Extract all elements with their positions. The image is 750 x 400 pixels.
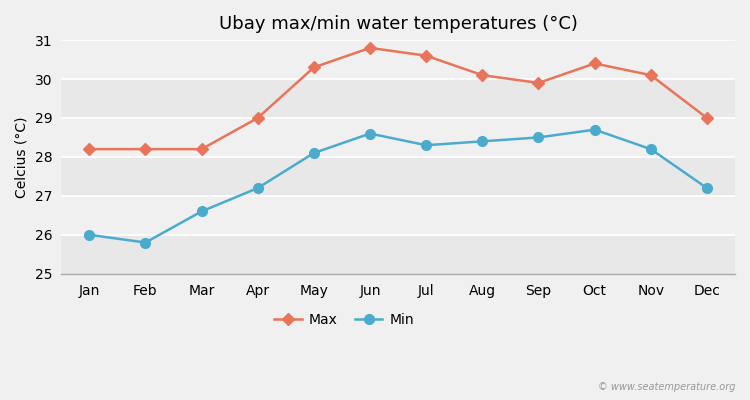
Bar — [62, 118, 735, 157]
Min — [141, 240, 150, 245]
Max — [310, 65, 319, 70]
Text: © www.seatemperature.org: © www.seatemperature.org — [598, 382, 735, 392]
Bar — [62, 79, 735, 118]
Line: Min: Min — [85, 125, 712, 248]
Min — [254, 186, 262, 190]
Max — [646, 73, 656, 78]
Min — [646, 147, 656, 152]
Title: Ubay max/min water temperatures (°C): Ubay max/min water temperatures (°C) — [219, 15, 578, 33]
Max — [254, 116, 262, 120]
Max — [703, 116, 712, 120]
Max — [85, 147, 94, 152]
Bar — [62, 235, 735, 274]
Min — [422, 143, 430, 148]
Min — [703, 186, 712, 190]
Min — [478, 139, 487, 144]
Max — [590, 61, 599, 66]
Max — [141, 147, 150, 152]
Max — [365, 46, 374, 50]
Max — [478, 73, 487, 78]
Min — [85, 232, 94, 237]
Max — [422, 53, 430, 58]
Bar — [62, 157, 735, 196]
Max — [534, 80, 543, 85]
Min — [590, 127, 599, 132]
Max — [197, 147, 206, 152]
Min — [534, 135, 543, 140]
Min — [197, 209, 206, 214]
Line: Max: Max — [85, 44, 711, 153]
Legend: Max, Min: Max, Min — [268, 307, 419, 332]
Bar — [62, 40, 735, 79]
Min — [365, 131, 374, 136]
Bar — [62, 196, 735, 235]
Min — [310, 151, 319, 156]
Y-axis label: Celcius (°C): Celcius (°C) — [15, 116, 29, 198]
